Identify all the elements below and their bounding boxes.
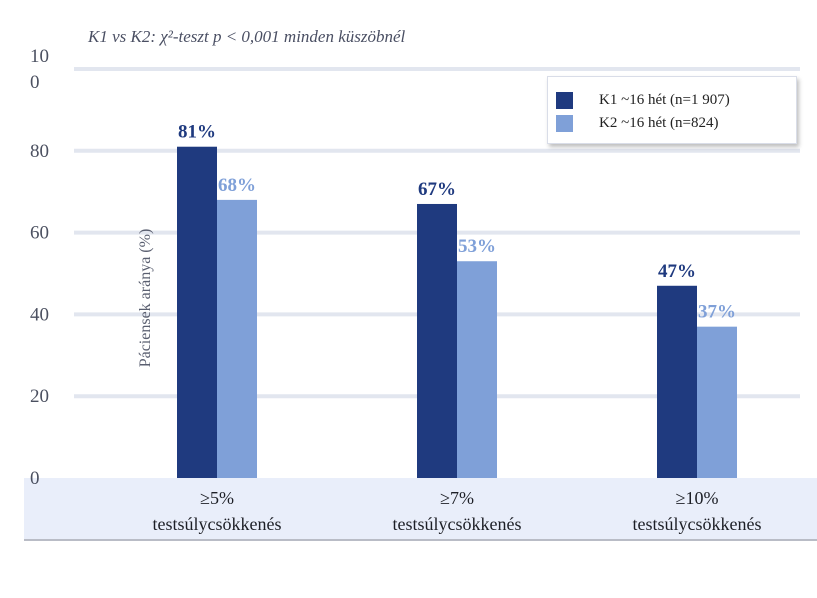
legend-swatch-k1: [556, 91, 573, 109]
legend-item-k2: K2 ~16 hét (n=824): [556, 114, 718, 132]
y-tick-label: 80: [30, 141, 49, 162]
legend: K1 ~16 hét (n=1 907) K2 ~16 hét (n=824): [547, 76, 797, 144]
y-tick-label: 0: [30, 468, 40, 489]
legend-item-k1: K1 ~16 hét (n=1 907): [556, 91, 730, 109]
bar-k2-0: [217, 199, 257, 478]
bar-value-label: 67%: [418, 179, 456, 200]
category-label: ≥7% testsúlycsökkenés: [393, 488, 522, 534]
category-label: ≥5% testsúlycsökkenés: [153, 488, 282, 534]
legend-label-k1: K1 ~16 hét (n=1 907): [599, 91, 730, 108]
bar-value-label: 37%: [698, 302, 736, 323]
bars: [177, 146, 737, 478]
bar-value-label: 81%: [178, 122, 216, 143]
y-tick-labels: 0 20 40 60 80 10 0: [30, 46, 49, 489]
bar-k2-2: [697, 326, 737, 478]
y-tick-label: 40: [30, 304, 49, 325]
x-axis-band: [24, 478, 817, 541]
bar-labels: 81% 68% 67% 53% 47%37%: [178, 122, 736, 323]
y-axis-label: Páciensek aránya (%): [137, 228, 154, 368]
chart-subtitle: K1 vs K2: χ²-teszt p < 0,001 minden küsz…: [88, 27, 406, 46]
category-label: ≥10% testsúlycsökkenés: [633, 488, 762, 534]
bar-value-label: 47%: [658, 261, 696, 282]
bar-k1-1: [417, 203, 457, 478]
bar-value-label: 53%: [458, 236, 496, 257]
legend-label-k2: K2 ~16 hét (n=824): [599, 114, 719, 131]
y-tick-label: 60: [30, 223, 49, 244]
category-labels: ≥5% testsúlycsökkenés ≥7% testsúlycsökkenés…: [153, 488, 762, 534]
bar-k1-0: [177, 146, 217, 478]
y-tick-label: 20: [30, 386, 49, 407]
bar-k1-2: [657, 285, 697, 478]
y-tick-label: 10 0: [30, 46, 49, 93]
bar-value-label: 68%: [218, 175, 256, 196]
legend-swatch-k2: [556, 114, 573, 132]
bar-k2-1: [457, 261, 497, 478]
